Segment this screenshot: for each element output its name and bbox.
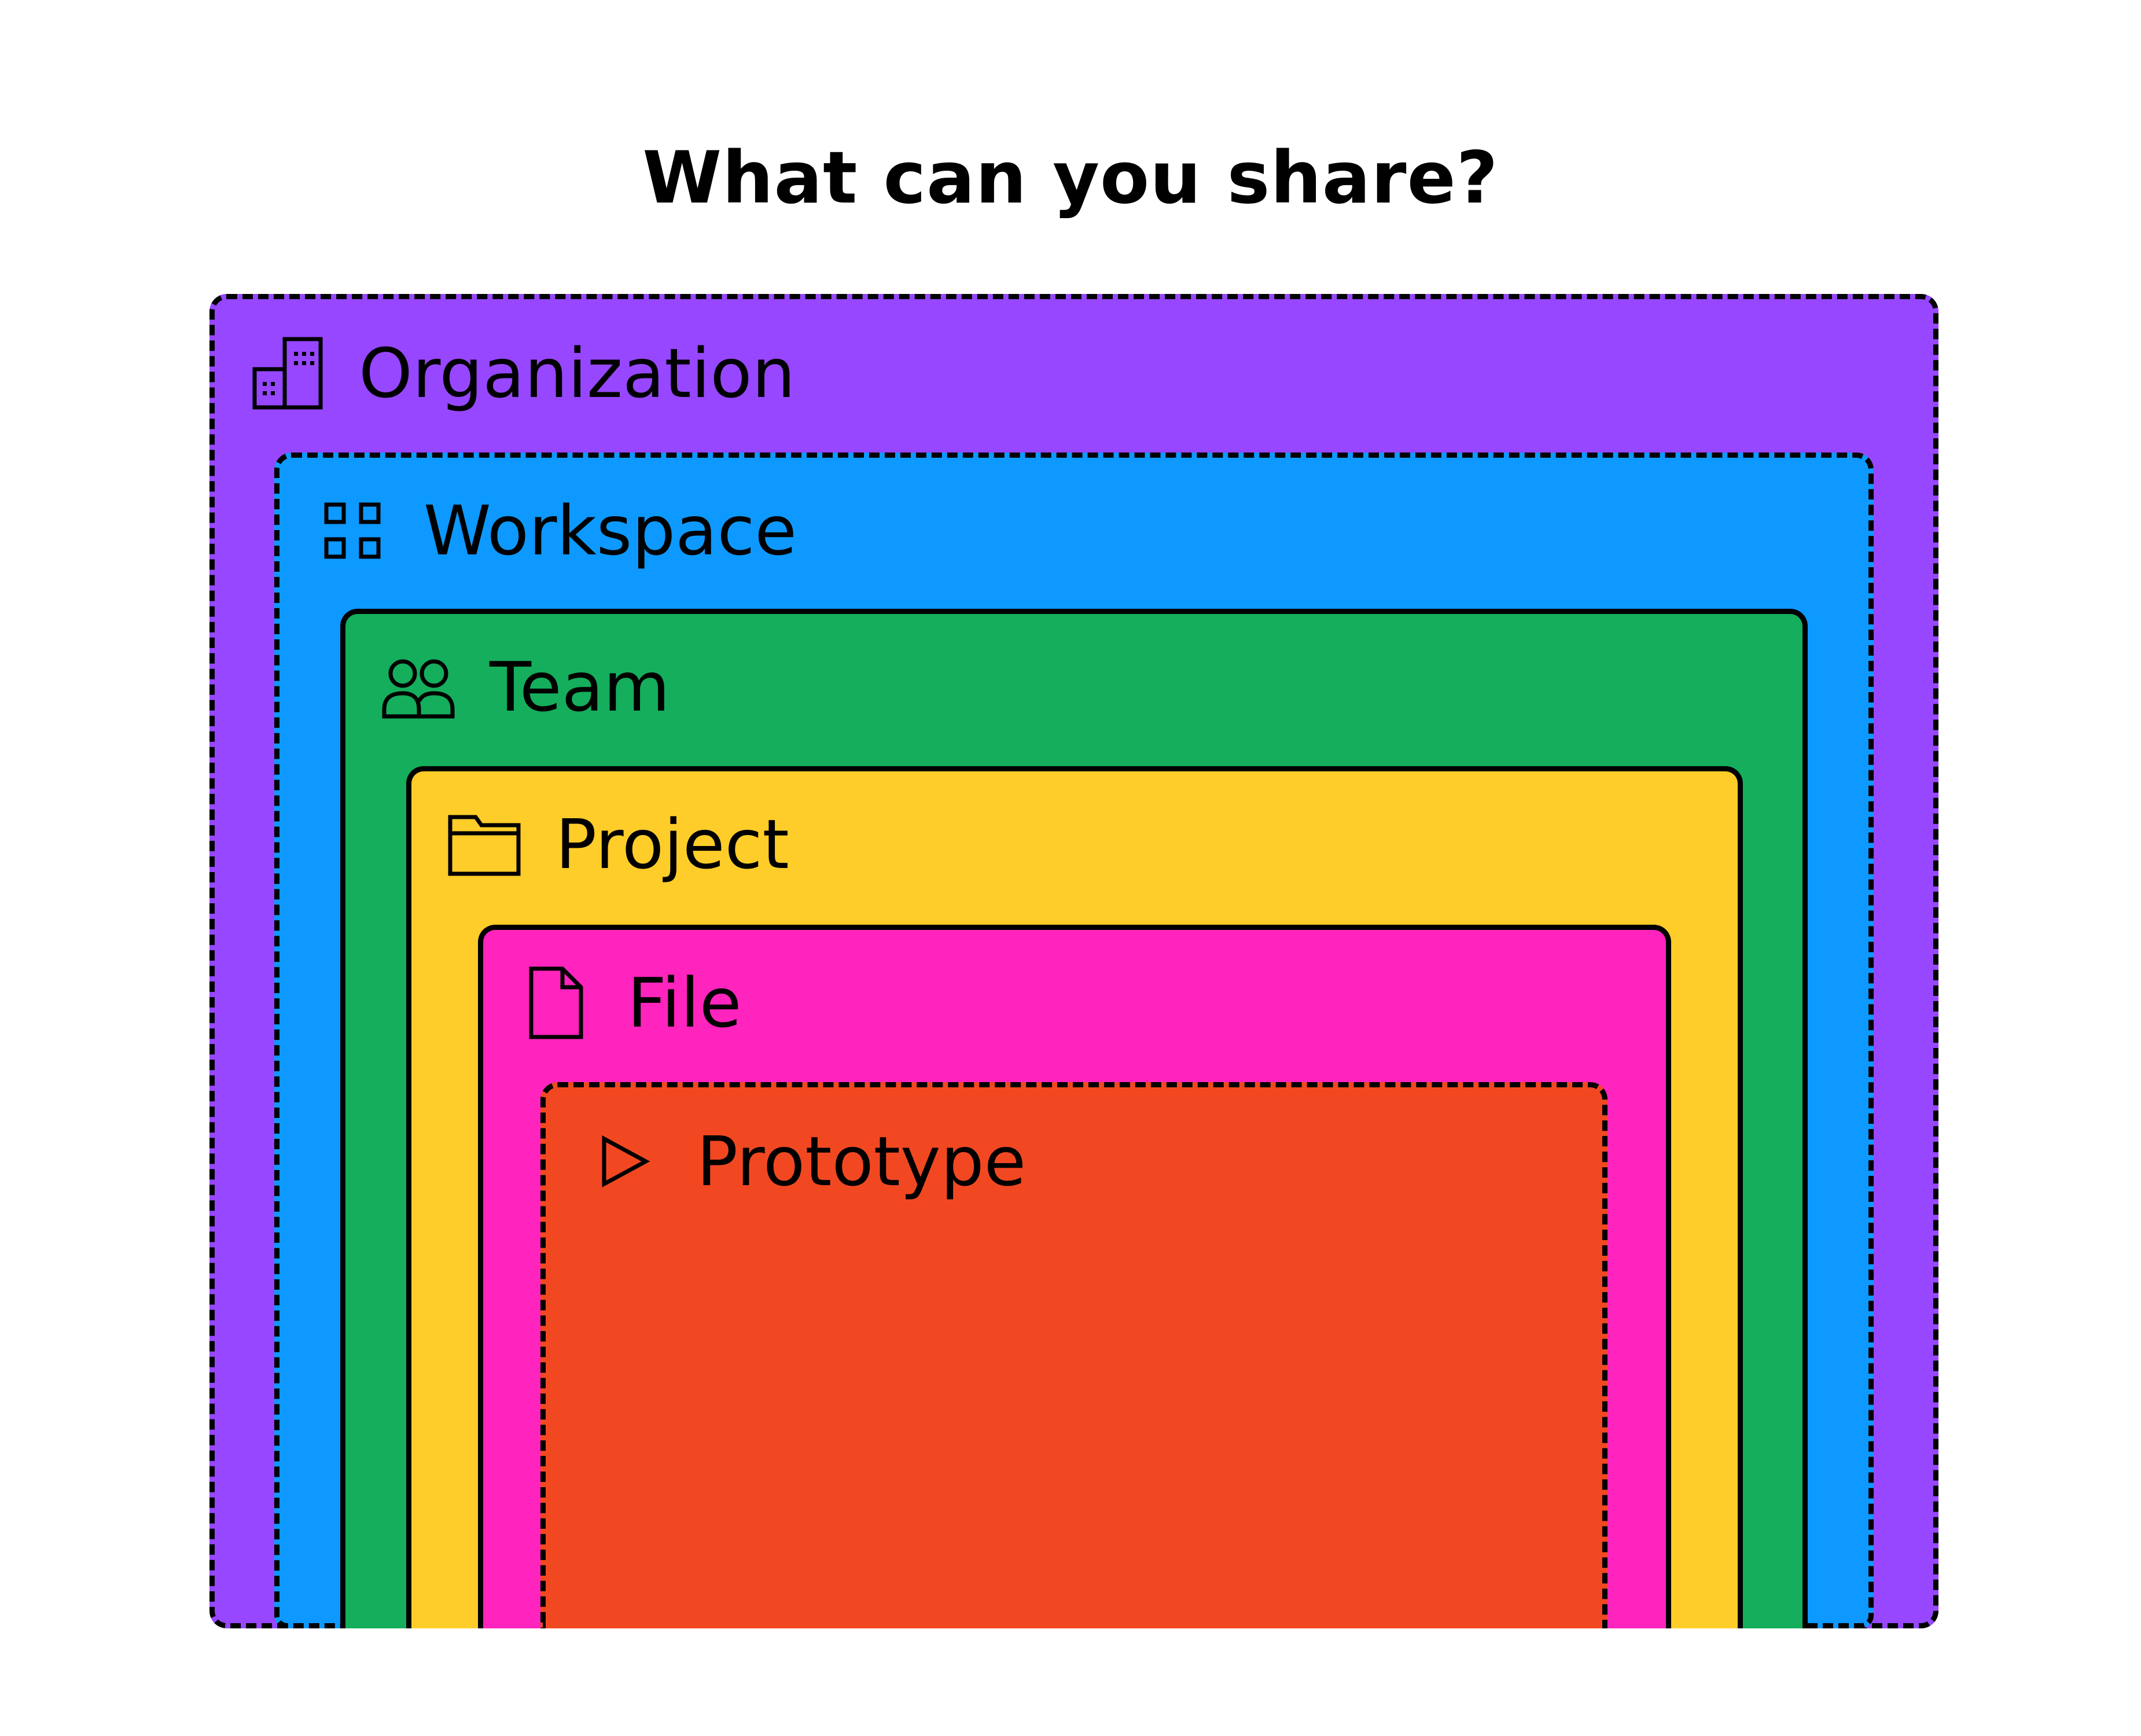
organization-text: Organization (359, 333, 796, 413)
file-label: File (518, 959, 741, 1046)
folder-icon (447, 807, 522, 882)
play-icon (588, 1124, 663, 1199)
team-text: Team (490, 647, 670, 727)
project-text: Project (556, 804, 789, 884)
diagram-title: What can you share? (642, 137, 1499, 220)
file-icon (518, 965, 594, 1040)
file-text: File (627, 963, 742, 1043)
grid-icon (315, 493, 390, 568)
workspace-label: Workspace (315, 487, 797, 574)
workspace-text: Workspace (424, 491, 797, 571)
building-icon (250, 336, 325, 411)
prototype-text: Prototype (697, 1121, 1027, 1201)
organization-label: Organization (250, 330, 795, 417)
prototype-label: Prototype (588, 1118, 1026, 1205)
project-label: Project (447, 801, 789, 888)
people-icon (381, 649, 456, 724)
team-label: Team (381, 643, 670, 730)
prototype-box (540, 1082, 1607, 1628)
